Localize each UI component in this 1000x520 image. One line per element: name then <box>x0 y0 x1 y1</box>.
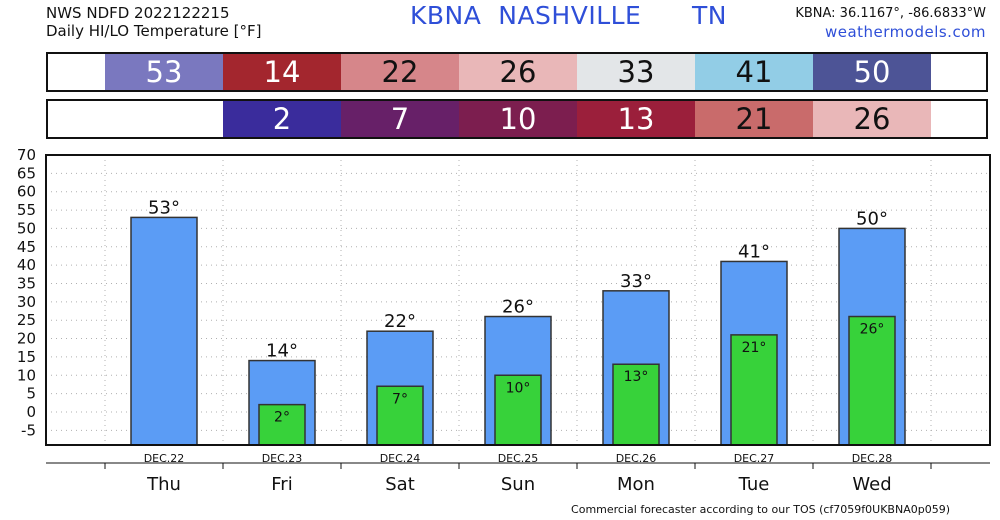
footer-notice: Commercial forecaster according to our T… <box>571 503 950 516</box>
high-temp-cell: 26 <box>459 54 577 90</box>
y-tick-label: 25 <box>17 311 36 329</box>
y-tick-label: 70 <box>17 146 36 164</box>
y-tick-label: 5 <box>26 385 36 403</box>
low-temp-cell: 10 <box>459 101 577 137</box>
high-temp-cell: 41 <box>695 54 813 90</box>
y-tick-label: 15 <box>17 348 36 366</box>
high-temp-label: 33° <box>620 271 652 292</box>
low-temp-bar <box>494 374 542 446</box>
y-tick-label: 20 <box>17 330 36 348</box>
low-temp-bar <box>376 385 424 446</box>
high-temp-label: 14° <box>266 341 298 362</box>
date-label: DEC.27 <box>734 452 775 465</box>
date-label: DEC.26 <box>616 452 657 465</box>
low-temp-label: 2° <box>274 410 290 426</box>
high-temp-cell: 22 <box>341 54 459 90</box>
high-temp-label: 50° <box>856 208 888 229</box>
site-link[interactable]: weathermodels.com <box>824 23 986 41</box>
day-label: Tue <box>738 474 770 495</box>
day-label: Fri <box>271 474 292 495</box>
high-temp-label: 41° <box>738 241 770 262</box>
low-temp-cell: 13 <box>577 101 695 137</box>
high-temp-cell: 53 <box>105 54 223 90</box>
low-temp-label: 21° <box>742 340 767 356</box>
low-temp-cell: 26 <box>813 101 931 137</box>
day-label: Thu <box>146 474 181 495</box>
y-tick-label: -5 <box>21 421 36 439</box>
product-title: Daily HI/LO Temperature [°F] <box>46 22 262 40</box>
high-temp-cell: 33 <box>577 54 695 90</box>
y-tick-label: 10 <box>17 366 36 384</box>
y-tick-label: 60 <box>17 183 36 201</box>
low-temp-bar <box>730 334 778 446</box>
date-label: DEC.28 <box>852 452 893 465</box>
day-label: Mon <box>617 474 655 495</box>
high-temp-label: 26° <box>502 297 534 318</box>
station-coordinates: KBNA: 36.1167°, -86.6833°W <box>795 6 986 21</box>
station-title: KBNA NASHVILLE TN <box>410 1 727 30</box>
high-temp-cell: 14 <box>223 54 341 90</box>
y-tick-label: 30 <box>17 293 36 311</box>
source-line: NWS NDFD 2022122215 <box>46 4 230 22</box>
low-temp-label: 7° <box>392 391 408 407</box>
high-temp-cell: 50 <box>813 54 931 90</box>
y-tick-label: 45 <box>17 238 36 256</box>
low-temp-bar <box>258 403 306 446</box>
date-label: DEC.22 <box>144 452 185 465</box>
day-label: Sun <box>501 474 535 495</box>
high-temp-bar <box>130 216 198 446</box>
high-temp-label: 53° <box>148 197 180 218</box>
low-temperature-band: 2 7 10 13 21 26 <box>46 99 988 139</box>
high-temperature-band: 53 14 22 26 33 41 50 <box>46 52 988 92</box>
date-label: DEC.24 <box>380 452 421 465</box>
day-label: Wed <box>852 474 891 495</box>
low-temp-bar <box>848 315 896 446</box>
plot-frame <box>45 154 991 446</box>
low-temp-cell: 2 <box>223 101 341 137</box>
y-tick-label: 55 <box>17 201 36 219</box>
low-temp-cell: 21 <box>695 101 813 137</box>
low-temp-label: 13° <box>624 369 649 385</box>
y-tick-label: 0 <box>26 403 36 421</box>
high-temp-label: 22° <box>384 311 416 332</box>
date-label: DEC.25 <box>498 452 539 465</box>
y-tick-label: 35 <box>17 274 36 292</box>
y-tick-label: 40 <box>17 256 36 274</box>
low-temp-label: 10° <box>506 380 531 396</box>
low-temp-label: 26° <box>860 322 885 338</box>
day-label: Sat <box>385 474 415 495</box>
temperature-bar-chart: 7065605550454035302520151050-553°14°22°2… <box>17 146 991 495</box>
date-label: DEC.23 <box>262 452 303 465</box>
y-tick-label: 65 <box>17 164 36 182</box>
y-tick-label: 50 <box>17 219 36 237</box>
low-temp-cell: 7 <box>341 101 459 137</box>
